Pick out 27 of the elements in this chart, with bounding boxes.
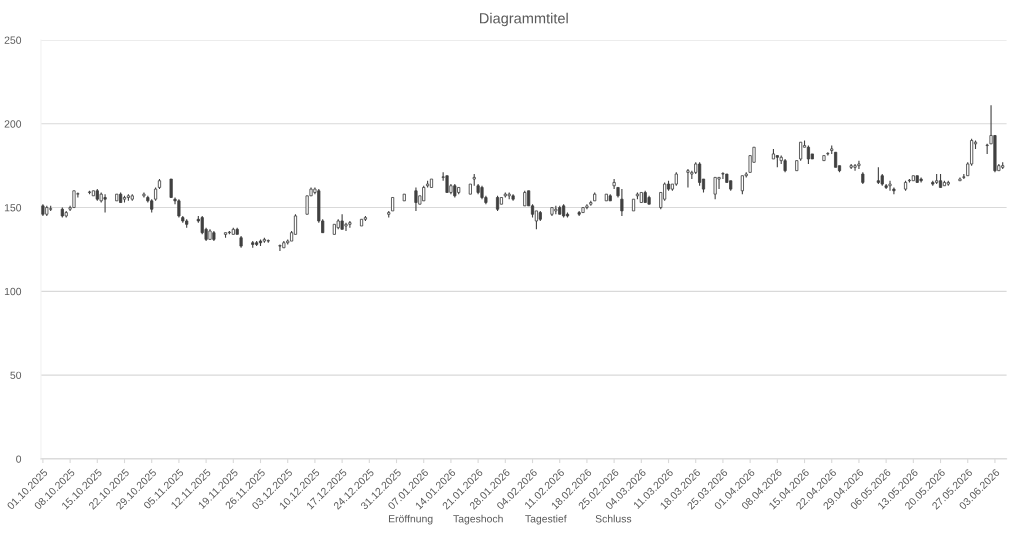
candlestick [853,163,857,172]
candlestick [344,222,348,232]
candlestick [857,160,861,170]
chart-title: Diagrammtitel [480,12,568,27]
candlestick [721,171,725,180]
candlestick [740,175,744,195]
y-tick-label: 250 [4,36,22,44]
candlestick [806,144,810,165]
candlestick [686,168,690,188]
candlestick [177,198,181,219]
y-tick-label: 200 [4,120,22,128]
text: Schluss [595,514,632,523]
text: Eröffnung [388,514,433,525]
candlestick [713,176,717,200]
candlestick [698,161,702,187]
y-tick-label: 0 [16,455,22,463]
candlestick [278,243,282,252]
candlestick [620,188,624,217]
candlestick [103,193,107,214]
y-tick-label: 100 [4,287,22,296]
y-tick-label: 50 [10,371,22,379]
y-tick-label: 150 [4,204,22,212]
text: Tagestief [525,514,567,525]
candlestick [414,186,418,212]
candlestick [888,180,892,192]
candlestick [348,220,352,229]
text: Tageshoch [453,514,503,525]
